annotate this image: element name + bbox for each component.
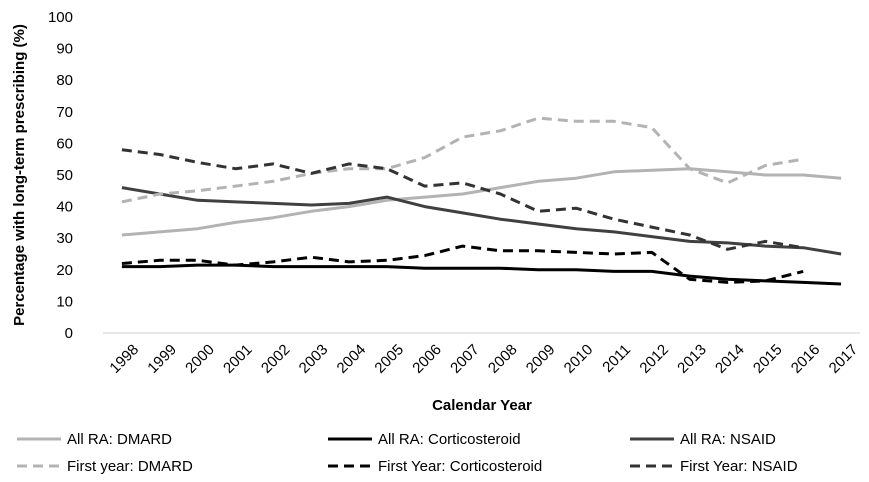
y-tick-label: 40: [56, 199, 73, 216]
legend-label: All RA: DMARD: [67, 431, 172, 448]
x-tick-label: 1998: [106, 341, 142, 377]
y-tick-label: 80: [56, 72, 73, 89]
x-tick-label: 2008: [485, 341, 521, 377]
x-tick-label: 2014: [712, 341, 748, 377]
legend-label: All RA: NSAID: [680, 431, 776, 448]
legend: All RA: DMARD All RA: Corticosteroid All R…: [17, 431, 798, 475]
series-line: [121, 116, 804, 204]
x-axis-title: Calendar Year: [432, 397, 532, 414]
y-tick-label: 90: [56, 41, 73, 58]
legend-label: First year: DMARD: [67, 458, 193, 475]
series-line: [121, 167, 842, 237]
series-line: [121, 263, 842, 286]
x-tick-label: 2016: [788, 341, 824, 377]
y-tick-label: 60: [56, 135, 73, 152]
x-tick-label: 2003: [296, 341, 332, 377]
x-tick-label: 2007: [447, 341, 483, 377]
y-tick-label: 0: [65, 325, 73, 342]
x-tick-label: 2005: [371, 341, 407, 377]
series-line: [121, 244, 804, 284]
x-tick-label: 2004: [334, 341, 370, 377]
x-tick-label: 1999: [144, 341, 180, 377]
y-tick-label: 70: [56, 104, 73, 121]
x-tick-label: 2013: [674, 341, 710, 377]
y-tick-label: 30: [56, 230, 73, 247]
y-axis-tick-labels: 0 10 20 30 40 50 60 70 80 90 100: [48, 9, 73, 342]
x-tick-label: 2009: [523, 341, 559, 377]
x-tick-label: 2012: [636, 341, 672, 377]
series-line: [121, 148, 804, 251]
y-tick-label: 100: [48, 9, 73, 26]
x-tick-label: 2001: [220, 341, 256, 377]
x-tick-label: 2010: [561, 341, 597, 377]
x-tick-label: 2015: [750, 341, 786, 377]
x-axis-tick-labels: 1998 1999 2000 2001 2002 2003 2004 2005 2006 2007…: [106, 341, 861, 377]
x-tick-label: 2002: [258, 341, 294, 377]
x-tick-label: 2017: [826, 341, 862, 377]
y-axis-title: Percentage with long-term prescribing (%…: [11, 24, 28, 326]
x-tick-label: 2011: [599, 341, 634, 376]
x-tick-label: 2000: [182, 341, 218, 377]
legend-label: First Year: Corticosteroid: [378, 458, 542, 475]
y-tick-label: 20: [56, 262, 73, 279]
legend-label: First Year: NSAID: [680, 458, 798, 475]
y-tick-label: 10: [56, 293, 73, 310]
y-tick-label: 50: [56, 167, 73, 184]
legend-label: All RA: Corticosteroid: [378, 431, 521, 448]
series-lines: [121, 116, 842, 286]
series-line: [121, 186, 842, 256]
x-tick-label: 2006: [409, 341, 445, 377]
